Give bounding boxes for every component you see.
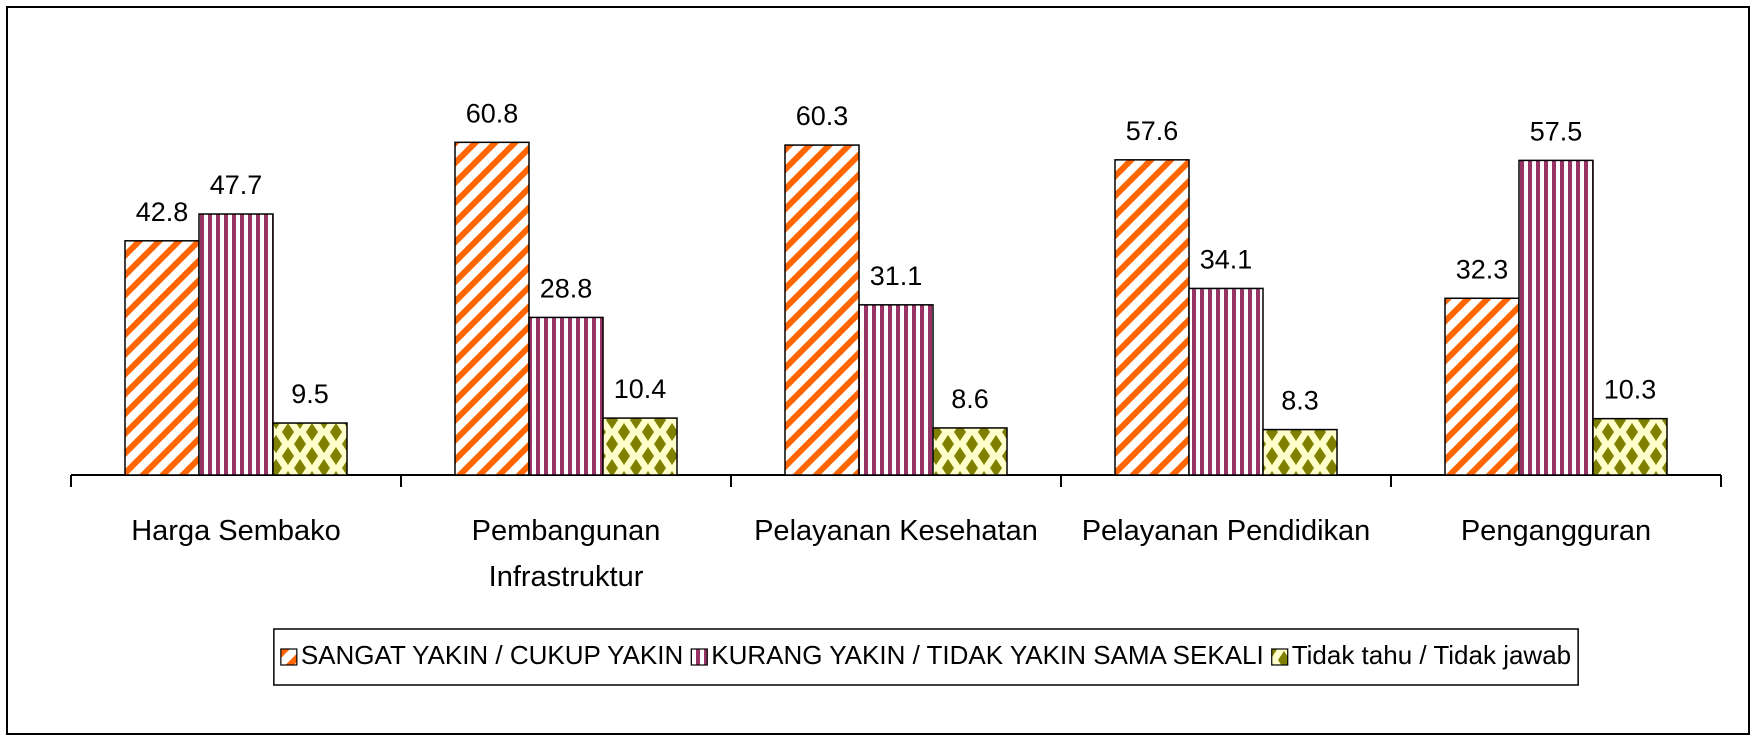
x-tick-label: Pembangunan Infrastruktur	[471, 515, 661, 593]
legend-box	[273, 628, 1579, 686]
bar	[124, 240, 200, 476]
legend-label: SANGAT YAKIN / CUKUP YAKIN	[301, 640, 683, 670]
data-label: 57.5	[1530, 116, 1583, 146]
bar	[272, 422, 348, 476]
bar	[1444, 297, 1520, 476]
bar	[454, 141, 530, 476]
data-label: 8.3	[1281, 386, 1319, 416]
bar	[1188, 287, 1264, 476]
bar	[1114, 159, 1190, 476]
bar	[784, 144, 860, 476]
legend-swatch	[1271, 648, 1289, 666]
bar	[858, 304, 934, 476]
x-tick-label: Pengangguran	[1460, 515, 1652, 547]
data-label: 28.8	[540, 273, 593, 303]
data-label: 47.7	[210, 170, 263, 200]
data-label: 57.6	[1126, 116, 1179, 146]
bar	[528, 316, 604, 476]
data-label: 60.8	[466, 98, 519, 128]
data-label: 10.3	[1604, 375, 1657, 405]
data-label: 32.3	[1456, 254, 1509, 284]
bar	[1592, 417, 1668, 476]
legend-label: KURANG YAKIN / TIDAK YAKIN SAMA SEKALI	[711, 640, 1263, 670]
legend-label: Tidak tahu / Tidak jawab	[1292, 640, 1571, 670]
x-tick-label: Pelayanan Pendidikan	[1081, 515, 1371, 547]
bar	[932, 427, 1008, 476]
legend-swatch	[280, 648, 298, 666]
bar	[1262, 428, 1338, 476]
data-label: 8.6	[951, 384, 989, 414]
data-label: 42.8	[136, 197, 189, 227]
legend-swatch	[690, 648, 708, 666]
data-label: 31.1	[870, 261, 923, 291]
data-label: 10.4	[614, 374, 667, 404]
x-tick-label: Harga Sembako	[131, 515, 341, 547]
data-label: 34.1	[1200, 244, 1253, 274]
bar	[1518, 159, 1594, 476]
data-label: 60.3	[796, 101, 849, 131]
bar	[602, 417, 678, 476]
bar	[198, 213, 274, 476]
x-tick-label: Pelayanan Kesehatan	[754, 515, 1038, 547]
data-label: 9.5	[291, 379, 329, 409]
